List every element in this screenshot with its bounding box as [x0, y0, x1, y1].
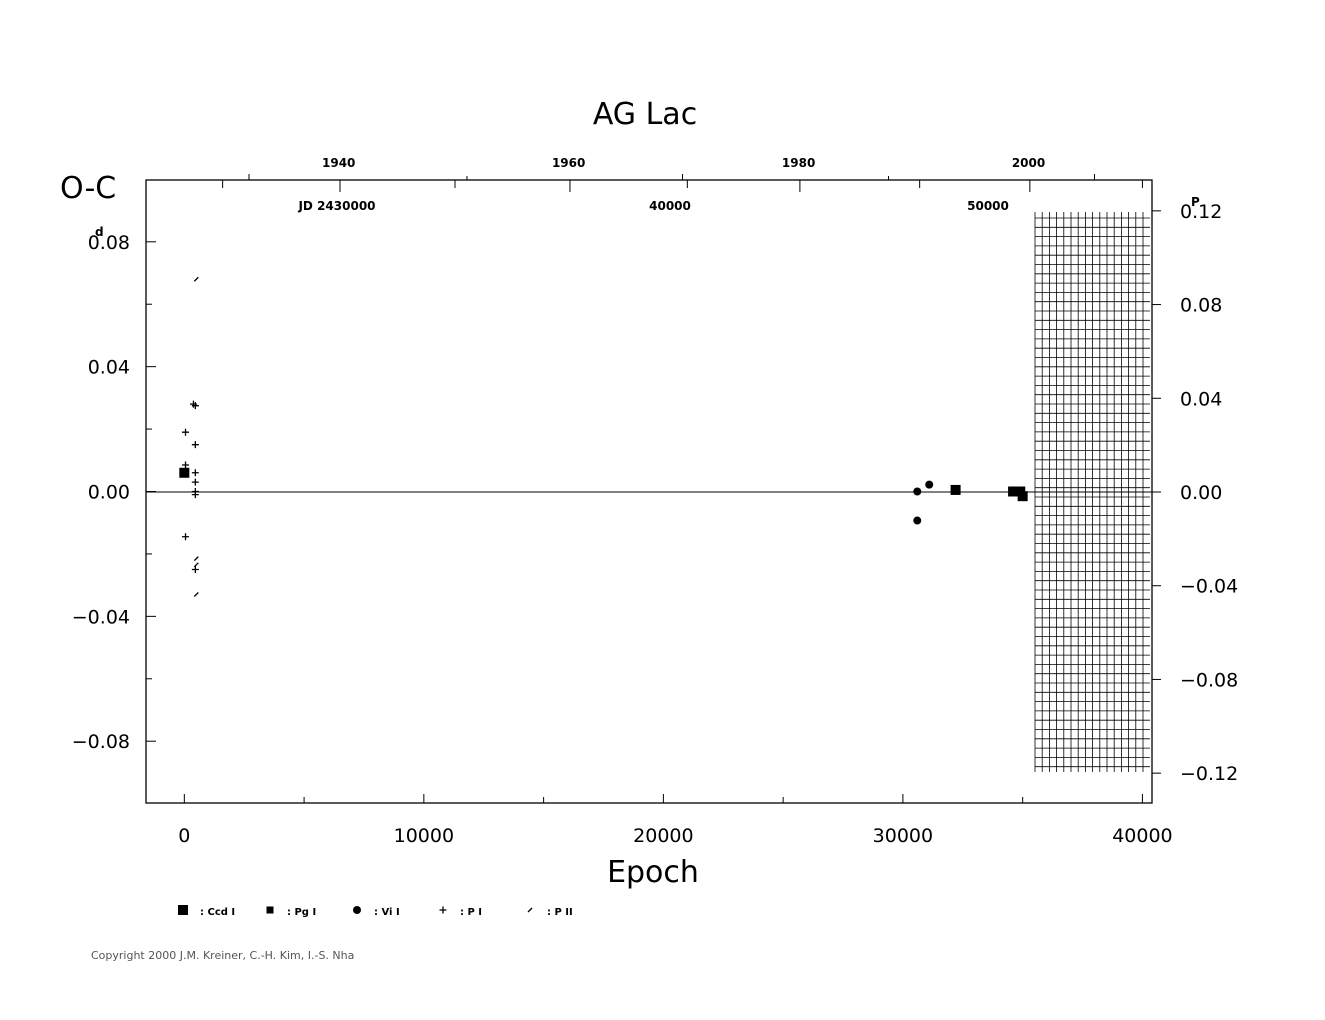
chart-title: AG Lac [593, 97, 697, 132]
data-point-square-large [950, 484, 961, 495]
jd-label: 50000 [967, 199, 1009, 213]
future-epoch-hatch [1034, 212, 1150, 772]
y-axis-label: O-C [60, 171, 116, 206]
legend-marker-circle [353, 906, 361, 914]
left-unit-superscript: d [95, 225, 104, 239]
axes-layer: 0 10000 20000 30000 40000 0.08 0.04 0.00 −0.04 −0… [72, 156, 1238, 847]
legend-marker-square-small [266, 906, 274, 914]
data-point-plus [191, 478, 199, 486]
y-right-tick-label: 0.12 [1180, 201, 1222, 223]
y-left-tick-label: 0.00 [88, 482, 130, 504]
data-point-plus [191, 566, 199, 574]
legend-label: : Ccd I [200, 907, 235, 918]
x-tick-label: 40000 [1112, 825, 1172, 847]
year-tick-label: 1960 [552, 156, 585, 170]
year-tick-label: 1980 [782, 156, 815, 170]
legend-label: : Pg I [287, 907, 316, 918]
right-unit-superscript: P [1191, 195, 1200, 209]
data-point-plus [191, 441, 199, 449]
y-right-tick-label: −0.12 [1180, 763, 1238, 785]
data-point-circle [925, 480, 934, 489]
data-point-plus [182, 533, 190, 541]
y-left-tick-label: 0.08 [88, 232, 130, 254]
data-point-plus [191, 402, 199, 410]
legend-marker-plus [439, 906, 447, 914]
year-tick-label: 1940 [322, 156, 355, 170]
legend: : Ccd I : Pg I : Vi I : P I : P II [178, 905, 573, 918]
copyright-notice: Copyright 2000 J.M. Kreiner, C.-H. Kim, … [91, 949, 355, 962]
data-point-square-large [1017, 491, 1028, 502]
data-point-plus [182, 428, 190, 436]
y-right-tick-label: 0.00 [1180, 482, 1222, 504]
data-point-square-large [1008, 486, 1019, 497]
legend-marker-x [527, 907, 533, 913]
jd-label: JD 2430000 [297, 199, 375, 213]
y-right-tick-label: 0.04 [1180, 388, 1222, 410]
data-point-square-large [179, 467, 190, 478]
data-point-plus [182, 461, 190, 469]
data-point-x [193, 276, 199, 282]
x-tick-label: 30000 [873, 825, 933, 847]
y-right-tick-label: −0.08 [1180, 669, 1238, 691]
data-point-x [193, 592, 199, 597]
data-point-x [193, 562, 199, 568]
y-left-tick-label: 0.04 [88, 357, 130, 379]
x-tick-label: 10000 [394, 825, 454, 847]
legend-marker-square-large [178, 905, 188, 915]
data-point-plus [191, 469, 199, 477]
y-left-tick-label: −0.08 [72, 731, 130, 753]
x-axis-label: Epoch [607, 855, 699, 890]
data-point-circle [913, 487, 922, 496]
legend-label: : P II [547, 907, 573, 918]
year-tick-label: 2000 [1012, 156, 1045, 170]
legend-label: : P I [460, 907, 482, 918]
y-left-tick-label: −0.04 [72, 606, 130, 628]
data-point-plus [191, 491, 199, 499]
x-tick-label: 0 [178, 825, 190, 847]
x-tick-label: 20000 [633, 825, 693, 847]
y-right-tick-label: 0.08 [1180, 295, 1222, 317]
y-right-tick-label: −0.04 [1180, 576, 1238, 598]
data-point-circle [913, 516, 922, 525]
jd-label: 40000 [649, 199, 691, 213]
data-point-x [193, 556, 199, 562]
data-points-layer [179, 276, 1028, 597]
legend-label: : Vi I [374, 907, 400, 918]
